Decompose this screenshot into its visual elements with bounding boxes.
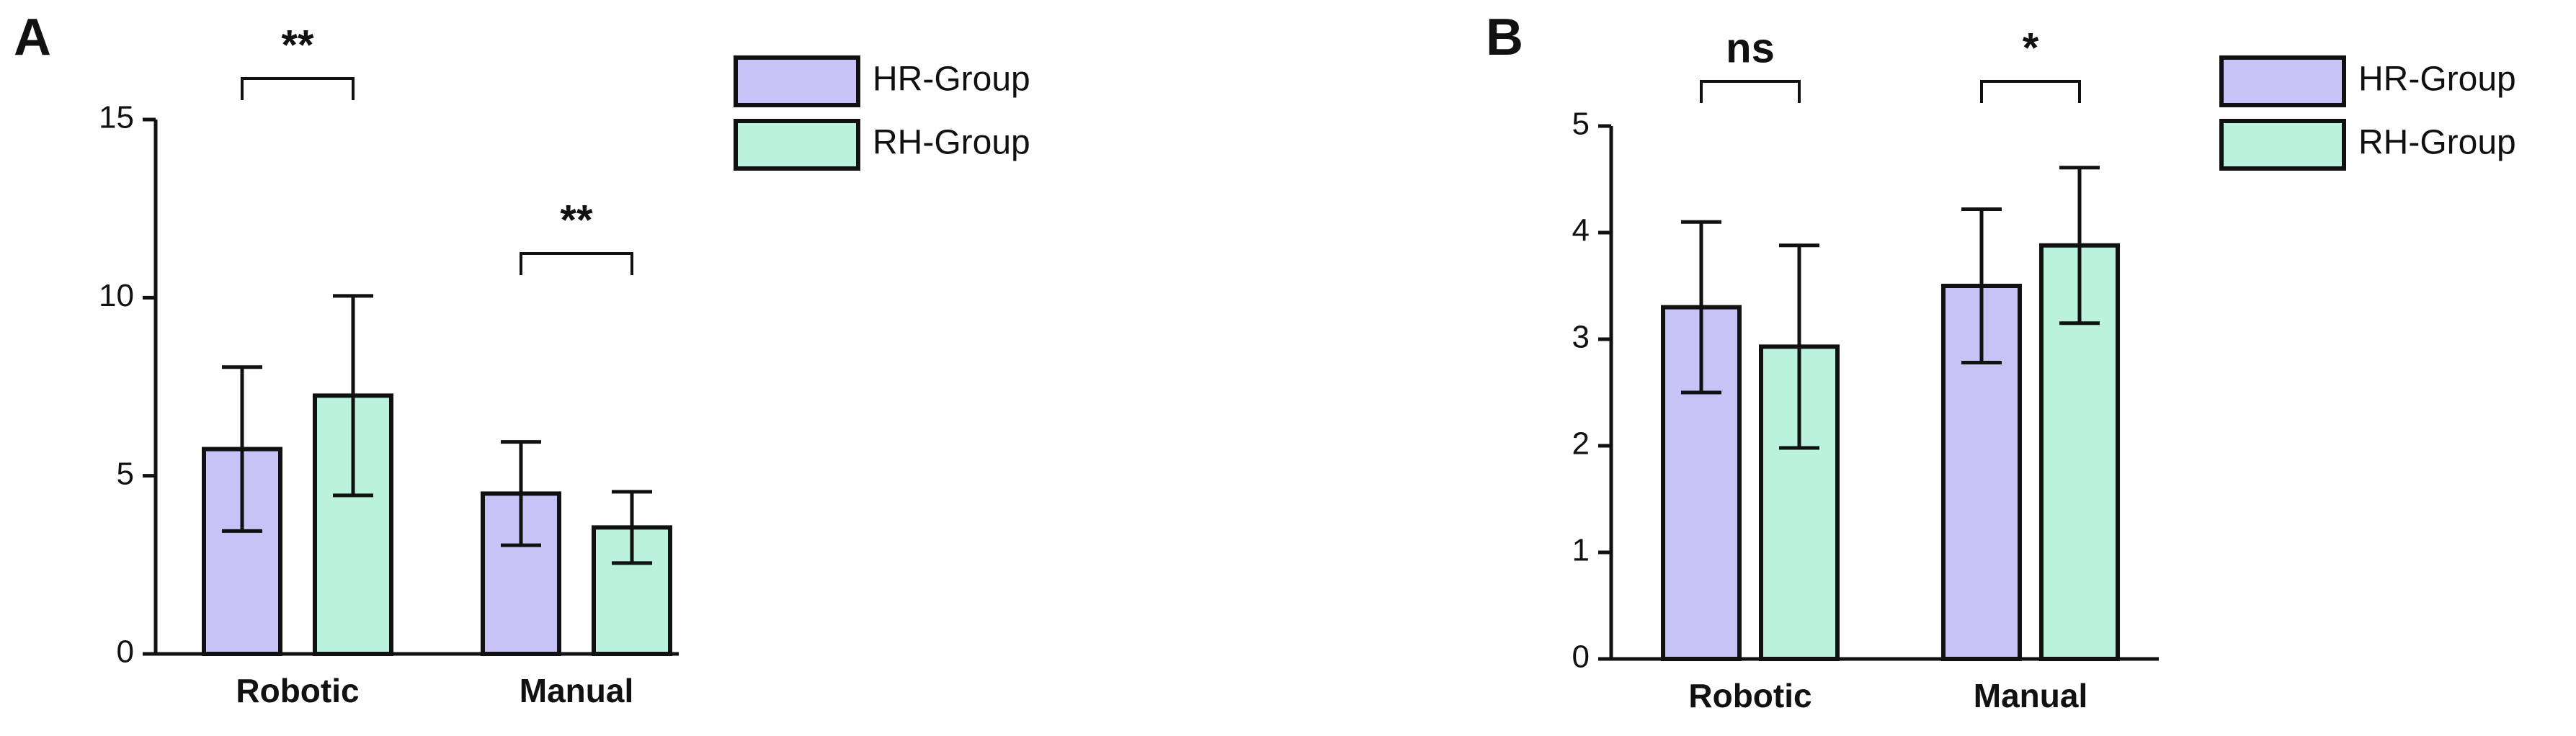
y-tick-label: 15: [99, 100, 134, 135]
legend-label: HR-Group: [873, 60, 1030, 99]
y-tick-label: 5: [1572, 107, 1590, 142]
y-tick-label: 3: [1572, 320, 1590, 355]
legend-label: RH-Group: [873, 124, 1030, 162]
significance-label: ns: [1726, 24, 1775, 71]
panel-label: A: [14, 9, 51, 66]
y-tick-label: 0: [117, 634, 134, 670]
significance-label: *: [2023, 24, 2039, 71]
significance-bracket: [241, 77, 355, 100]
significance-label: **: [281, 22, 314, 68]
legend-label: RH-Group: [2358, 124, 2516, 162]
significance-bracket: [520, 252, 633, 275]
significance-bracket: [1980, 80, 2081, 103]
y-tick-label: 0: [1572, 639, 1590, 675]
y-tick-label: 5: [117, 456, 134, 491]
x-tick-label: Manual: [1974, 677, 2087, 714]
x-tick-label: Robotic: [1688, 677, 1811, 714]
y-tick-label: 10: [99, 278, 134, 313]
legend-swatch: [734, 55, 860, 107]
legend-swatch: [2219, 119, 2346, 171]
x-tick-label: Robotic: [236, 672, 359, 709]
panel-label: B: [1486, 9, 1523, 66]
legend-label: HR-Group: [2358, 60, 2516, 99]
y-tick-label: 4: [1572, 213, 1590, 248]
legend-swatch: [734, 119, 860, 171]
x-tick-label: Manual: [520, 672, 633, 709]
significance-label: **: [560, 197, 593, 243]
y-tick-label: 1: [1572, 533, 1590, 568]
y-tick-label: 2: [1572, 426, 1590, 462]
significance-bracket: [1700, 80, 1801, 103]
legend-swatch: [2219, 55, 2346, 107]
